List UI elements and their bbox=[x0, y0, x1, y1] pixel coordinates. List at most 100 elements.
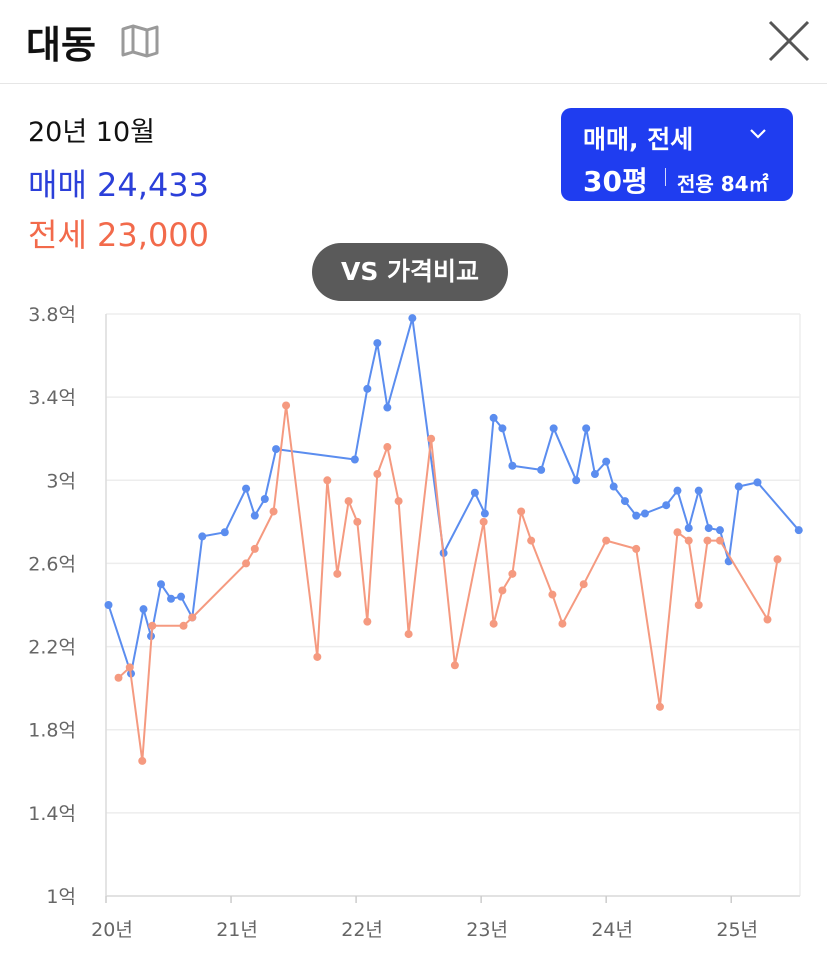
y-tick-label: 3.4억 bbox=[28, 387, 76, 409]
rent-data-point bbox=[363, 617, 372, 626]
compare-button[interactable]: VS 가격비교 bbox=[312, 243, 508, 301]
rent-data-point bbox=[508, 569, 517, 578]
y-tick-label: 3.8억 bbox=[28, 304, 76, 326]
rent-data-point bbox=[450, 661, 459, 670]
rent-data-point bbox=[673, 528, 682, 537]
y-tick-label: 2.6억 bbox=[28, 553, 76, 575]
rent-data-point bbox=[684, 536, 693, 545]
page-title: 대동 bbox=[26, 23, 96, 67]
rent-data-point bbox=[558, 619, 567, 628]
header: 대동 bbox=[0, 0, 827, 84]
chevron-down-icon bbox=[750, 129, 766, 139]
rent-data-point bbox=[479, 517, 488, 526]
sale-data-point bbox=[104, 601, 113, 609]
sale-data-point bbox=[260, 494, 269, 503]
rent-data-point bbox=[548, 590, 557, 599]
rent-data-point bbox=[114, 673, 123, 682]
rent-data-point bbox=[333, 569, 342, 578]
sale-data-point bbox=[620, 497, 629, 506]
sale-data-point bbox=[470, 488, 479, 497]
sale-data-point bbox=[508, 461, 517, 470]
x-tick-label: 22년 bbox=[341, 919, 383, 941]
deal-type-label: 매매, 전세 bbox=[583, 125, 694, 154]
price-chart: 1억 1.4억 1.8억 2.2억 2.6억 3억 3.4억 3.8억 20년 21년 22년 23년… bbox=[28, 304, 803, 941]
rent-data-point bbox=[148, 621, 157, 630]
rent-data-point bbox=[323, 476, 332, 485]
sale-series-line bbox=[107, 317, 800, 675]
rent-data-point bbox=[269, 507, 278, 516]
rent-data-point bbox=[579, 580, 588, 589]
size-label: 30평 bbox=[583, 165, 648, 198]
rent-data-point bbox=[602, 536, 611, 545]
rent-data-point bbox=[138, 756, 147, 765]
sale-data-point bbox=[753, 478, 762, 487]
sale-data-point bbox=[794, 526, 803, 535]
rent-data-point bbox=[404, 630, 413, 639]
x-tick-label: 21년 bbox=[216, 919, 258, 941]
y-tick-label: 1.8억 bbox=[28, 720, 76, 742]
rent-data-point bbox=[489, 619, 498, 628]
rent-data-point bbox=[125, 663, 134, 672]
sale-data-point bbox=[480, 509, 489, 518]
sale-data-point bbox=[220, 528, 229, 537]
rent-data-point bbox=[383, 443, 392, 452]
sale-data-point bbox=[704, 524, 713, 533]
x-tick-label: 23년 bbox=[466, 919, 508, 941]
sale-data-point bbox=[734, 482, 743, 491]
rent-data-point bbox=[498, 586, 507, 595]
rent-data-point bbox=[250, 544, 259, 553]
close-icon[interactable] bbox=[766, 18, 812, 64]
sale-data-point bbox=[632, 511, 641, 520]
type-size-selector[interactable]: 매매, 전세 30평 전용 84㎡ bbox=[561, 108, 793, 201]
sale-data-point bbox=[640, 509, 649, 518]
rent-data-point bbox=[527, 536, 536, 545]
sale-data-point bbox=[498, 424, 507, 433]
sale-data-point bbox=[572, 476, 581, 485]
x-tick-label: 25년 bbox=[716, 919, 758, 941]
y-tick-label: 1.4억 bbox=[28, 803, 76, 825]
sale-data-point bbox=[715, 526, 724, 535]
sale-data-point bbox=[242, 484, 251, 493]
area-label: 전용 84㎡ bbox=[677, 172, 769, 196]
selected-date: 20년 10월 bbox=[28, 117, 155, 148]
rent-series-line bbox=[117, 404, 779, 762]
map-icon[interactable] bbox=[120, 24, 160, 58]
sale-data-point bbox=[139, 605, 148, 614]
rent-data-point bbox=[694, 601, 703, 609]
sale-data-point bbox=[363, 384, 372, 393]
sale-data-point bbox=[250, 511, 259, 520]
rent-data-point bbox=[517, 507, 526, 516]
rent-price: 전세 23,000 bbox=[28, 216, 210, 254]
rent-data-point bbox=[773, 555, 782, 564]
rent-data-point bbox=[242, 559, 251, 568]
y-tick-label: 3억 bbox=[46, 470, 76, 492]
sale-data-point bbox=[272, 445, 281, 454]
sale-data-point bbox=[582, 424, 591, 433]
sale-data-point bbox=[609, 482, 618, 491]
rent-data-point bbox=[763, 615, 772, 624]
sale-data-point bbox=[350, 455, 359, 464]
rent-data-point bbox=[179, 621, 188, 630]
sale-data-point bbox=[167, 594, 176, 603]
sale-price: 매매 24,433 bbox=[28, 166, 210, 204]
y-tick-label: 1억 bbox=[46, 886, 76, 908]
rent-data-point bbox=[427, 434, 436, 443]
y-tick-label: 2.2억 bbox=[28, 637, 76, 659]
rent-data-point bbox=[188, 613, 197, 622]
rent-data-point bbox=[632, 544, 641, 553]
rent-data-point bbox=[373, 470, 382, 479]
sale-data-point bbox=[673, 486, 682, 495]
sale-data-point bbox=[408, 314, 417, 323]
sale-data-point bbox=[198, 532, 207, 541]
rent-data-point bbox=[282, 401, 291, 410]
sale-data-point bbox=[373, 339, 382, 348]
sale-data-point bbox=[537, 465, 546, 474]
sale-data-point bbox=[489, 413, 498, 422]
sale-data-point bbox=[694, 486, 703, 495]
divider bbox=[665, 168, 666, 186]
sale-data-point bbox=[684, 524, 693, 533]
rent-data-point bbox=[394, 497, 403, 506]
rent-data-point bbox=[715, 536, 724, 545]
rent-data-point bbox=[353, 517, 362, 526]
sale-data-point bbox=[549, 424, 558, 433]
